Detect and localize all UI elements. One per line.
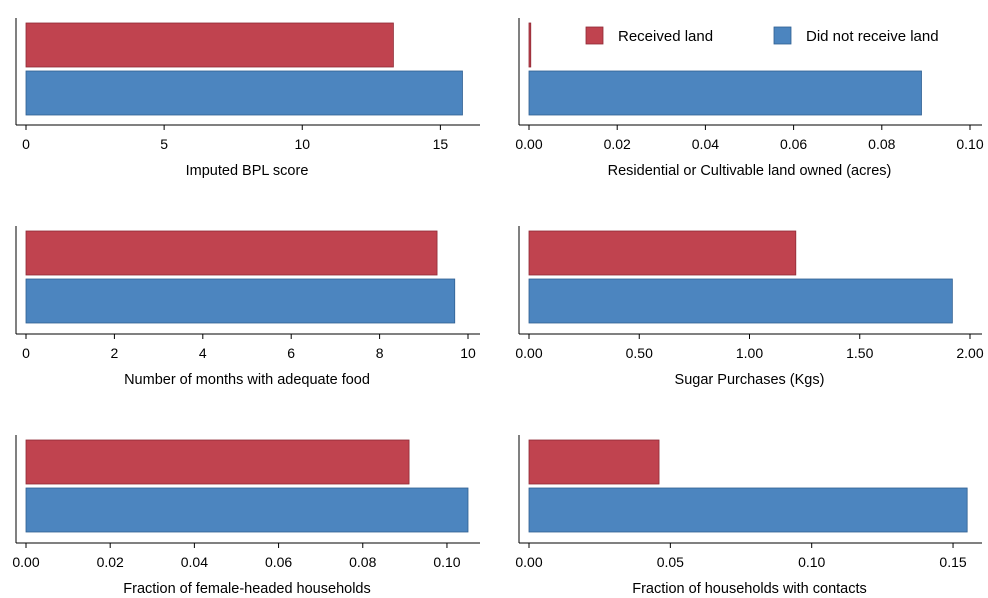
- bar-received: [528, 439, 660, 485]
- x-tick-label: 0.00: [515, 136, 542, 152]
- bar-not-received: [528, 487, 968, 533]
- x-tick-label: 0.10: [956, 136, 983, 152]
- x-tick-label: 6: [287, 345, 295, 361]
- legend-label: Received land: [618, 28, 713, 45]
- bar-received: [25, 439, 410, 485]
- x-tick-label: 0.02: [604, 136, 631, 152]
- x-tick-label: 0.08: [349, 554, 376, 570]
- legend-swatch: [585, 26, 604, 45]
- x-tick-label: 0.15: [939, 554, 966, 570]
- x-tick-label: 10: [460, 345, 476, 361]
- bar-not-received: [25, 487, 469, 533]
- panel-6: 0.00 0.05 0.10 0.15 Fraction of households w…: [515, 435, 982, 597]
- panel-5: 0.00 0.02 0.04 0.06 0.08 0.10 Fraction of fema…: [12, 435, 480, 597]
- x-tick-label: 0.08: [868, 136, 895, 152]
- x-tick-label: 0: [22, 345, 30, 361]
- panel-4: 0.00 0.50 1.00 1.50 2.00 Sugar Purchases (Kgs…: [515, 226, 984, 388]
- panel-2: 0.00 0.02 0.04 0.06 0.08 0.10 Residential or C…: [515, 18, 984, 179]
- bar-not-received: [528, 70, 922, 116]
- panel-1: 0 5 10 15 Imputed BPL score: [15, 18, 480, 179]
- x-tick-label: 0.05: [657, 554, 684, 570]
- legend-swatch: [773, 26, 792, 45]
- x-tick-label: 0: [22, 136, 30, 152]
- x-tick-label: 2.00: [956, 345, 983, 361]
- x-tick-label: 0.50: [626, 345, 653, 361]
- x-axis-label: Fraction of female-headed households: [123, 581, 370, 597]
- x-tick-label: 0.04: [692, 136, 719, 152]
- legend-item-received: Received land: [585, 26, 713, 45]
- x-tick-label: 4: [199, 345, 207, 361]
- x-tick-label: 15: [433, 136, 449, 152]
- bar-not-received: [25, 278, 456, 324]
- x-axis-label: Residential or Cultivable land owned (ac…: [608, 163, 892, 179]
- x-tick-label: 1.00: [736, 345, 763, 361]
- bar-not-received: [528, 278, 953, 324]
- x-tick-label: 1.50: [846, 345, 873, 361]
- x-tick-label: 0.04: [181, 554, 208, 570]
- panel-3: 0 2 4 6 8 10 Number of months with adequate fo…: [15, 226, 480, 388]
- x-tick-label: 5: [160, 136, 168, 152]
- bar-received: [528, 230, 797, 276]
- bar-received: [25, 22, 394, 68]
- x-tick-label: 8: [376, 345, 384, 361]
- x-axis-label: Sugar Purchases (Kgs): [675, 372, 825, 388]
- x-tick-label: 0.10: [798, 554, 825, 570]
- x-tick-label: 0.10: [433, 554, 460, 570]
- bar-received: [528, 22, 532, 68]
- x-tick-label: 0.02: [97, 554, 124, 570]
- legend-label: Did not receive land: [806, 28, 939, 45]
- x-tick-label: 2: [111, 345, 119, 361]
- bar-received: [25, 230, 438, 276]
- x-axis-label: Imputed BPL score: [186, 163, 309, 179]
- x-tick-label: 0.00: [515, 554, 542, 570]
- bar-not-received: [25, 70, 463, 116]
- legend: Received land Did not receive land: [585, 26, 939, 45]
- x-tick-label: 0.00: [12, 554, 39, 570]
- x-axis-label: Number of months with adequate food: [124, 372, 370, 388]
- legend-item-not-received: Did not receive land: [773, 26, 939, 45]
- x-tick-label: 10: [294, 136, 310, 152]
- x-tick-label: 0.06: [265, 554, 292, 570]
- x-tick-label: 0.00: [515, 345, 542, 361]
- x-axis-label: Fraction of households with contacts: [632, 581, 867, 597]
- x-tick-label: 0.06: [780, 136, 807, 152]
